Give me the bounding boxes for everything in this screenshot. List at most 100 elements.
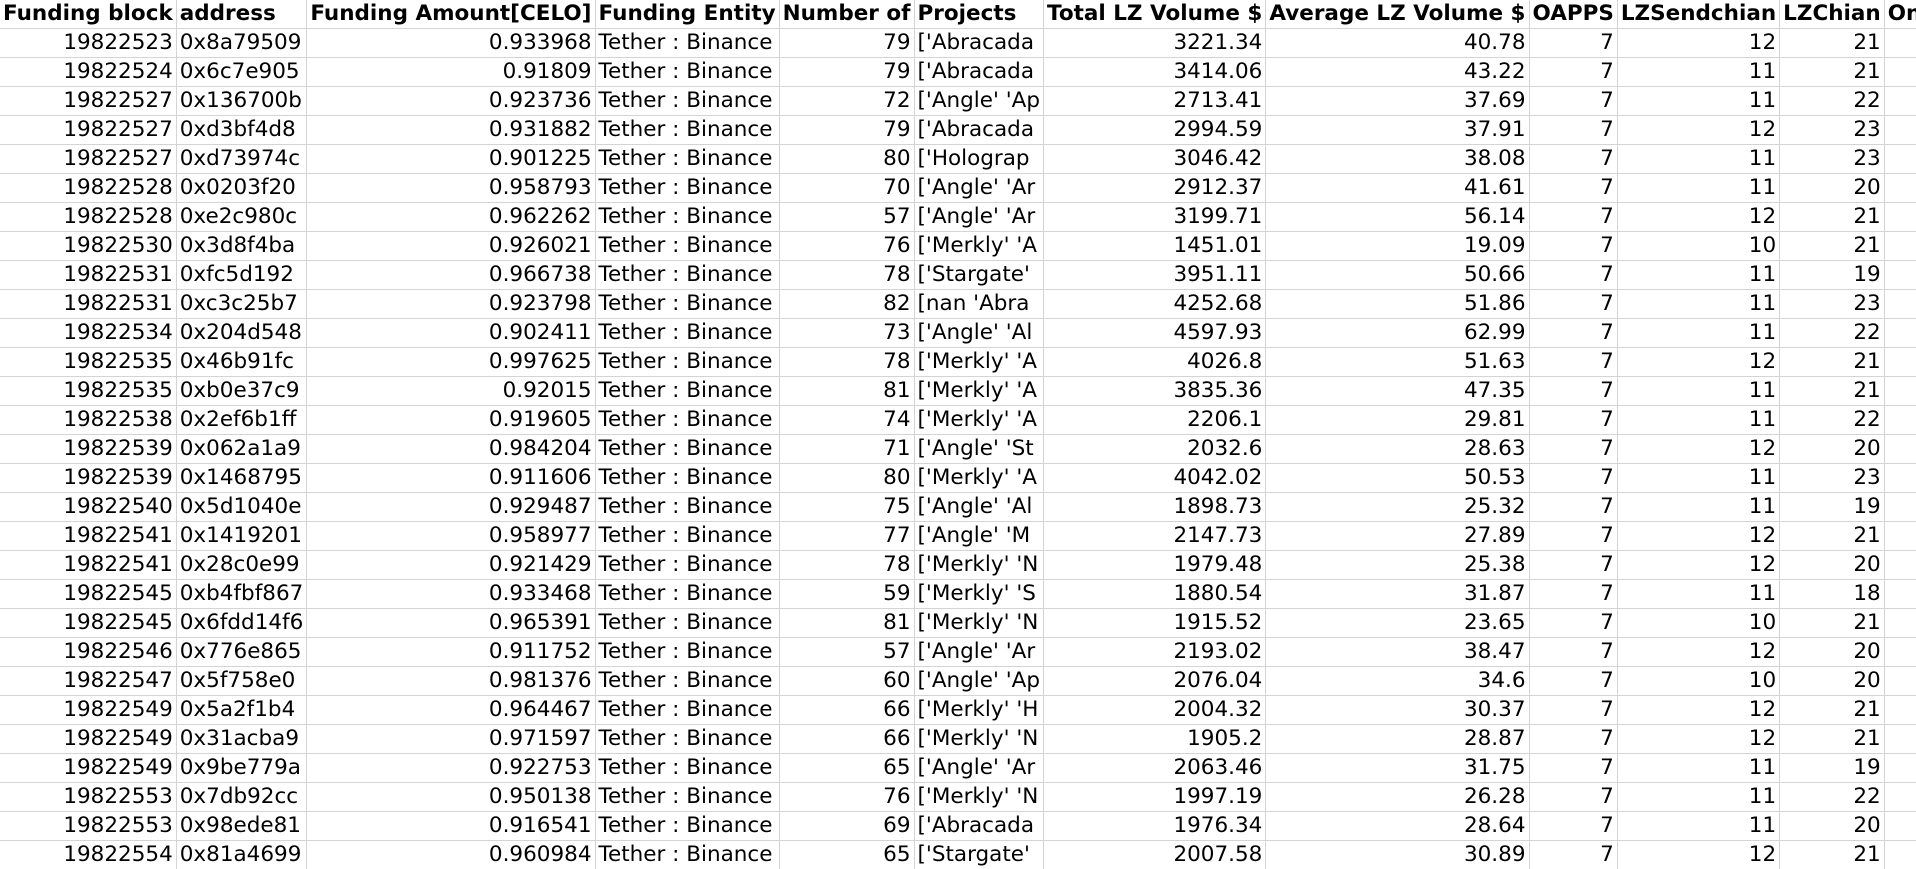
table-cell[interactable]: 19822530 [0, 231, 177, 261]
table-cell[interactable]: 0x062a1a9 [176, 434, 308, 464]
table-cell[interactable]: 7 [1529, 57, 1618, 87]
table-cell[interactable]: 12 [1617, 115, 1781, 145]
table-cell[interactable]: 12 [1617, 637, 1781, 667]
table-cell[interactable]: 80 [779, 463, 915, 493]
column-header[interactable]: Number of [779, 0, 915, 29]
table-cell[interactable]: 1979.48 [1043, 550, 1267, 580]
table-cell[interactable]: 7 [1529, 695, 1618, 725]
table-cell[interactable]: 28.87 [1265, 724, 1530, 754]
table-cell[interactable]: 50.53 [1265, 463, 1530, 493]
table-cell[interactable]: 31.75 [1265, 753, 1530, 783]
table-cell[interactable]: 0.921429 [306, 550, 596, 580]
table-cell[interactable]: 21 [1779, 695, 1885, 725]
table-cell[interactable]: 7 [1529, 144, 1618, 174]
table-cell[interactable]: 0.950138 [306, 782, 596, 812]
table-cell[interactable]: 8.12 [1884, 637, 1916, 667]
table-cell[interactable]: ['Angle' 'Ar [914, 637, 1045, 667]
table-cell[interactable]: 0x81a4699 [176, 840, 308, 869]
table-cell[interactable]: 75 [779, 492, 915, 522]
table-cell[interactable]: 69 [779, 811, 915, 841]
table-cell[interactable]: 77 [779, 521, 915, 551]
table-cell[interactable]: 2912.37 [1043, 173, 1267, 203]
table-cell[interactable]: 11 [1617, 753, 1781, 783]
table-cell[interactable]: 11 [1617, 376, 1781, 406]
table-cell[interactable]: 0.933968 [306, 28, 596, 58]
table-cell[interactable]: 7.52 [1884, 202, 1916, 232]
table-cell[interactable]: 4597.93 [1043, 318, 1267, 348]
table-cell[interactable]: ['Merkly' 'A [914, 405, 1045, 435]
table-cell[interactable]: 51.63 [1265, 347, 1530, 377]
table-cell[interactable]: ['Angle' 'Ap [914, 86, 1045, 116]
table-cell[interactable]: 3951.11 [1043, 260, 1267, 290]
table-cell[interactable]: 7 [1529, 376, 1618, 406]
table-cell[interactable]: 18 [1779, 579, 1885, 609]
table-cell[interactable]: 7.8 [1884, 405, 1916, 435]
table-cell[interactable]: 10.01 [1884, 695, 1916, 725]
table-cell[interactable]: 11 [1617, 57, 1781, 87]
table-cell[interactable]: 0xd73974c [176, 144, 308, 174]
table-cell[interactable]: 81 [779, 608, 915, 638]
table-cell[interactable]: 9.8 [1884, 463, 1916, 493]
table-cell[interactable]: 20 [1779, 173, 1885, 203]
table-cell[interactable]: 11 [1617, 492, 1781, 522]
table-cell[interactable]: 80 [779, 144, 915, 174]
table-cell[interactable]: 0x5f758e0 [176, 666, 308, 696]
table-cell[interactable]: 19822545 [0, 608, 177, 638]
table-cell[interactable]: 20 [1779, 550, 1885, 580]
table-cell[interactable]: 11 [1617, 782, 1781, 812]
table-cell[interactable]: 19 [1779, 260, 1885, 290]
table-cell[interactable]: 0xb0e37c9 [176, 376, 308, 406]
table-cell[interactable]: 12 [1617, 434, 1781, 464]
table-cell[interactable]: 0.916541 [306, 811, 596, 841]
table-cell[interactable]: Tether : Binance [595, 521, 780, 551]
table-cell[interactable]: 11 [1617, 811, 1781, 841]
table-cell[interactable]: 0.933468 [306, 579, 596, 609]
table-cell[interactable]: 11.42 [1884, 666, 1916, 696]
table-cell[interactable]: 0.926021 [306, 231, 596, 261]
table-cell[interactable]: 7 [1529, 550, 1618, 580]
table-cell[interactable]: 11 [1617, 260, 1781, 290]
table-cell[interactable]: 57 [779, 202, 915, 232]
table-cell[interactable]: 7 [1529, 231, 1618, 261]
table-cell[interactable]: Tether : Binance [595, 202, 780, 232]
table-cell[interactable]: Tether : Binance [595, 231, 780, 261]
table-cell[interactable]: 19 [1779, 753, 1885, 783]
table-cell[interactable]: 22 [1779, 405, 1885, 435]
table-cell[interactable]: 19822553 [0, 811, 177, 841]
table-cell[interactable]: 25.38 [1265, 550, 1530, 580]
table-cell[interactable]: 7 [1529, 173, 1618, 203]
table-cell[interactable]: ['Angle' 'M [914, 521, 1045, 551]
table-cell[interactable]: 3835.36 [1043, 376, 1267, 406]
table-cell[interactable]: 19822554 [0, 840, 177, 869]
table-cell[interactable]: ['Merkly' 'N [914, 550, 1045, 580]
table-cell[interactable]: ['Abracada [914, 57, 1045, 87]
table-cell[interactable]: 9.31 [1884, 260, 1916, 290]
table-cell[interactable]: 22 [1779, 318, 1885, 348]
table-cell[interactable]: 7 [1529, 463, 1618, 493]
table-cell[interactable]: 0.984204 [306, 434, 596, 464]
table-cell[interactable]: ['Angle' 'Ar [914, 753, 1045, 783]
table-cell[interactable]: 19822535 [0, 347, 177, 377]
table-cell[interactable]: 0xe2c980c [176, 202, 308, 232]
table-cell[interactable]: 11 [1617, 289, 1781, 319]
table-cell[interactable]: 78 [779, 550, 915, 580]
table-cell[interactable]: 30.37 [1265, 695, 1530, 725]
table-cell[interactable]: 23 [1779, 144, 1885, 174]
table-cell[interactable]: 23 [1779, 289, 1885, 319]
table-cell[interactable]: 7.45 [1884, 811, 1916, 841]
column-header[interactable]: Average LZ Volume $ [1265, 0, 1530, 29]
table-cell[interactable]: 1905.2 [1043, 724, 1267, 754]
table-cell[interactable]: ['Holograp [914, 144, 1045, 174]
table-cell[interactable]: 19822545 [0, 579, 177, 609]
table-cell[interactable]: 2007.58 [1043, 840, 1267, 869]
table-cell[interactable]: 0.923736 [306, 86, 596, 116]
table-cell[interactable]: 10 [1617, 231, 1781, 261]
table-cell[interactable]: 0x0203f20 [176, 173, 308, 203]
table-cell[interactable]: ['Stargate' [914, 260, 1045, 290]
table-cell[interactable]: 4042.02 [1043, 463, 1267, 493]
table-cell[interactable]: 12 [1617, 724, 1781, 754]
table-cell[interactable]: 8.93 [1884, 753, 1916, 783]
table-cell[interactable]: Tether : Binance [595, 173, 780, 203]
table-cell[interactable]: 74 [779, 405, 915, 435]
table-cell[interactable]: 11 [1617, 579, 1781, 609]
